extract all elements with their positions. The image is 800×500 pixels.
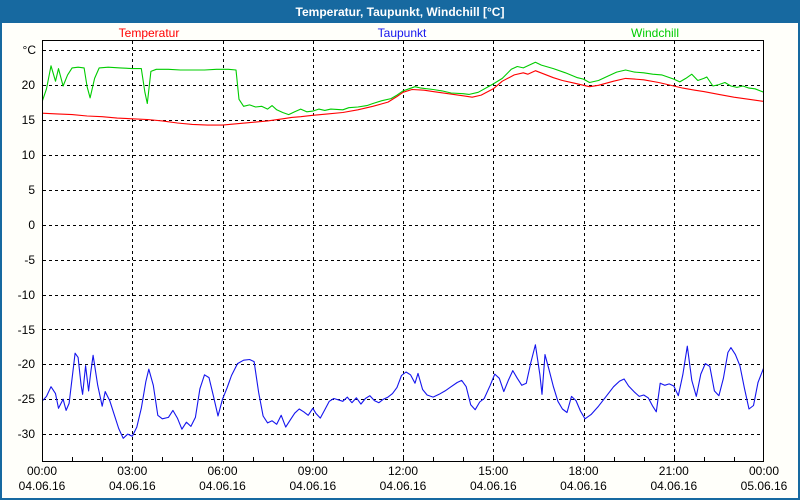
x-tick-label: 00:00 04.06.16 — [19, 464, 66, 494]
x-tick-time: 06:00 — [207, 464, 238, 478]
x-tick-time: 12:00 — [387, 464, 419, 478]
y-tick-label: -15 — [17, 322, 35, 337]
series-line-taupunkt — [42, 344, 764, 439]
y-tick-label: 10 — [21, 148, 35, 163]
x-tick-date: 04.06.16 — [199, 479, 246, 493]
x-tick-label: 15:00 04.06.16 — [470, 464, 517, 494]
y-tick-label: 15 — [21, 113, 35, 128]
x-tick-date: 04.06.16 — [18, 479, 66, 493]
legend-taupunkt: Taupunkt — [377, 26, 427, 40]
y-tick-label: -10 — [17, 287, 35, 302]
chart-title: Temperatur, Taupunkt, Windchill [°C] — [295, 5, 505, 19]
y-tick-label: -5 — [24, 252, 35, 267]
y-tick-label: 5 — [28, 183, 35, 197]
x-tick-label: 12:00 04.06.16 — [380, 464, 427, 494]
title-bar: Temperatur, Taupunkt, Windchill [°C] — [2, 2, 798, 23]
x-tick-label: 00:00 05.06.16 — [741, 464, 788, 494]
x-tick-time: 03:00 — [117, 464, 148, 478]
plot-svg — [42, 40, 764, 462]
x-tick-label: 09:00 04.06.16 — [289, 464, 336, 494]
x-tick-time: 09:00 — [297, 464, 328, 478]
x-tick-time: 00:00 — [748, 464, 780, 478]
plot-area — [42, 40, 764, 462]
x-tick-date: 04.06.16 — [469, 479, 517, 493]
x-tick-time: 18:00 — [568, 464, 599, 478]
x-tick-label: 06:00 04.06.16 — [199, 464, 246, 494]
legend-temperatur: Temperatur — [118, 26, 180, 40]
y-axis-labels: 20 15 10 5 0 -5 -10 -15 -20 -25 -30 — [2, 40, 38, 462]
y-tick-label: -25 — [17, 392, 35, 407]
y-tick-label: -30 — [17, 427, 35, 442]
x-tick-label: 18:00 04.06.16 — [560, 464, 607, 494]
x-tick-label: 21:00 04.06.16 — [650, 464, 697, 494]
y-tick-label: -20 — [17, 357, 35, 372]
x-tick-date: 04.06.16 — [379, 479, 427, 493]
x-tick-date: 04.06.16 — [560, 479, 607, 493]
x-tick-date: 04.06.16 — [289, 479, 337, 493]
y-tick-label: 0 — [28, 217, 35, 232]
legend-windchill: Windchill — [630, 26, 680, 40]
series-line-temperatur — [42, 70, 764, 126]
x-tick-date: 04.06.16 — [108, 479, 156, 493]
y-tick-label: 20 — [21, 78, 35, 93]
series-line-windchill — [42, 61, 764, 116]
x-tick-date: 05.06.16 — [740, 479, 788, 493]
x-tick-date: 04.06.16 — [650, 479, 698, 493]
x-tick-time: 00:00 — [26, 464, 58, 478]
x-axis-labels: 00:00 04.06.16 03:00 04.06.16 06:00 04.06.16 0… — [19, 464, 788, 498]
x-tick-time: 21:00 — [658, 464, 689, 478]
y-axis-unit-label: °C — [22, 43, 36, 57]
x-tick-label: 03:00 04.06.16 — [109, 464, 156, 494]
x-tick-time: 15:00 — [478, 464, 509, 478]
